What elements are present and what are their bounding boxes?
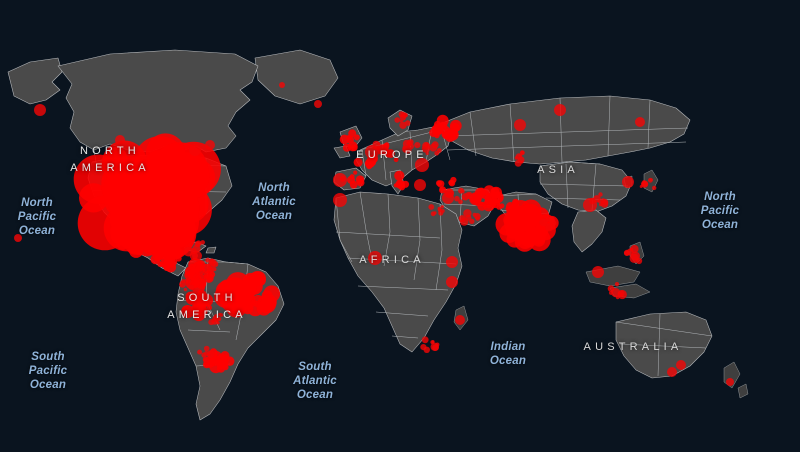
case-marker-canada-montreal[interactable] bbox=[205, 140, 215, 150]
case-marker-united-states-mainland[interactable] bbox=[73, 133, 221, 261]
case-marker-greenland[interactable] bbox=[279, 82, 285, 88]
case-marker-wuhan-hubei[interactable] bbox=[583, 198, 597, 212]
case-marker-venezuela[interactable] bbox=[205, 257, 219, 272]
case-marker-pakistan[interactable] bbox=[496, 195, 520, 217]
case-marker-madagascar[interactable] bbox=[455, 315, 465, 325]
case-marker-australia-melbourne[interactable] bbox=[667, 367, 677, 377]
case-marker-peru[interactable] bbox=[181, 289, 214, 322]
case-marker-saudi-arabia[interactable] bbox=[458, 209, 481, 226]
case-marker-philippines[interactable] bbox=[623, 244, 643, 265]
case-marker-singapore-malaysia[interactable] bbox=[592, 266, 604, 278]
case-marker-bangladesh[interactable] bbox=[539, 216, 557, 232]
case-marker-indonesia[interactable] bbox=[607, 282, 627, 300]
case-marker-russia-novosibirsk[interactable] bbox=[514, 119, 526, 131]
case-marker-central-america[interactable] bbox=[150, 246, 184, 273]
case-marker-iraq[interactable] bbox=[454, 187, 473, 205]
case-marker-italy[interactable] bbox=[393, 170, 410, 191]
case-marker-australia-sydney[interactable] bbox=[676, 360, 686, 370]
case-marker-iran[interactable] bbox=[469, 185, 504, 212]
case-marker-russia-far-east[interactable] bbox=[635, 117, 645, 127]
case-marker-russia-west[interactable] bbox=[429, 114, 462, 142]
case-marker-south-korea[interactable] bbox=[622, 176, 634, 188]
case-marker-romania[interactable] bbox=[415, 158, 429, 172]
case-marker-ethiopia[interactable] bbox=[446, 256, 458, 268]
case-marker-egypt[interactable] bbox=[428, 204, 445, 217]
case-marker-israel[interactable] bbox=[442, 192, 454, 204]
case-marker-kenya[interactable] bbox=[446, 276, 458, 288]
case-marker-canada-vancouver[interactable] bbox=[115, 135, 125, 145]
case-marker-mexico[interactable] bbox=[110, 211, 161, 258]
case-marker-canada-toronto[interactable] bbox=[189, 144, 201, 156]
case-marker-brazil[interactable] bbox=[214, 271, 281, 318]
case-marker-nigeria[interactable] bbox=[368, 251, 382, 265]
case-marker-alaska[interactable] bbox=[34, 104, 46, 116]
case-marker-united-kingdom[interactable] bbox=[339, 129, 360, 152]
case-marker-belgium[interactable] bbox=[365, 145, 379, 159]
case-marker-japan[interactable] bbox=[639, 177, 657, 191]
case-marker-kazakhstan[interactable] bbox=[514, 150, 525, 167]
case-marker-new-zealand[interactable] bbox=[726, 378, 734, 386]
case-marker-bolivia[interactable] bbox=[208, 312, 224, 326]
case-marker-russia-siberia[interactable] bbox=[554, 104, 566, 116]
case-marker-poland[interactable] bbox=[402, 139, 421, 154]
case-marker-chile[interactable] bbox=[197, 345, 215, 363]
case-marker-ecuador[interactable] bbox=[179, 278, 195, 292]
case-marker-south-africa[interactable] bbox=[420, 336, 440, 353]
case-marker-morocco[interactable] bbox=[333, 193, 347, 207]
case-marker-hawaii[interactable] bbox=[14, 234, 22, 242]
case-marker-iceland[interactable] bbox=[314, 100, 322, 108]
case-marker-ukraine[interactable] bbox=[421, 141, 442, 156]
case-marker-sweden[interactable] bbox=[394, 111, 411, 129]
case-marker-greece[interactable] bbox=[414, 179, 426, 191]
case-marker-colombia[interactable] bbox=[184, 258, 216, 294]
case-marker-portugal[interactable] bbox=[333, 173, 347, 187]
